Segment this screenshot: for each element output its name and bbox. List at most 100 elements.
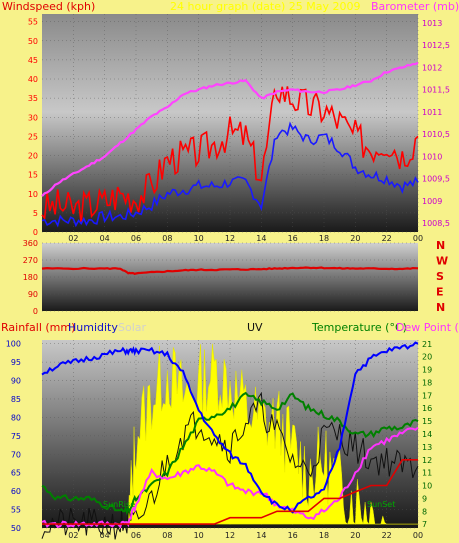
humidity-tick-label: 50 (11, 524, 21, 533)
baro-tick-label: 1013 (422, 19, 442, 28)
x-tick-label-p3: 14 (256, 531, 266, 540)
temp-tick-label: 7 (422, 520, 427, 529)
humidity-series (41, 341, 419, 514)
humidity-tick-label: 60 (11, 487, 21, 496)
temp-tick-label: 21 (422, 340, 432, 349)
rainfall-label: Rainfall (mm) (1, 321, 75, 334)
x-tick-label-p1: 04 (100, 234, 110, 243)
x-tick-label-p3: 02 (68, 531, 78, 540)
chart-subtitle: 24 hour graph (date) 25 May 2009 (170, 0, 361, 13)
baro-tick-label: 1012,5 (422, 41, 450, 50)
temp-tick-label: 17 (422, 391, 432, 400)
baro-tick-label: 1011 (422, 108, 442, 117)
wind-tick-label: 25 (28, 132, 38, 141)
dir-tick-label: 90 (28, 290, 38, 299)
x-tick-label-p3: 06 (131, 531, 141, 540)
x-tick-label-p1: 12 (225, 234, 235, 243)
x-tick-label-p1: 02 (68, 234, 78, 243)
compass-label: N (436, 301, 445, 314)
humidity-tick-label: 100 (6, 340, 21, 349)
wind-tick-label: 35 (28, 94, 38, 103)
humidity-tick-label: 55 (11, 506, 21, 515)
x-tick-label-p3: 20 (350, 531, 360, 540)
baro-tick-label: 1012 (422, 63, 442, 72)
dir-tick-label: 360 (23, 239, 38, 248)
wind-direction-series (41, 266, 419, 276)
temp-tick-label: 13 (422, 443, 432, 452)
baro-tick-label: 1009,5 (422, 175, 450, 184)
x-tick-label-p1: 00 (413, 234, 423, 243)
wind-tick-label: 15 (28, 171, 38, 180)
rainfall-series (42, 459, 418, 525)
temp-tick-label: 18 (422, 378, 432, 387)
baro-tick-label: 1010 (422, 152, 442, 161)
temp-tick-label: 11 (422, 469, 432, 478)
compass-label: S (436, 270, 444, 283)
humidity-tick-label: 95 (11, 358, 21, 367)
x-tick-label-p1: 06 (131, 234, 141, 243)
sunset-label: SunSet (367, 500, 395, 509)
dew-point-label: Dew Point (°C) (396, 321, 459, 334)
temp-tick-label: 19 (422, 366, 432, 375)
dir-tick-label: 270 (23, 256, 38, 265)
wind-tick-label: 40 (28, 75, 38, 84)
temp-tick-label: 15 (422, 417, 432, 426)
wind-tick-label: 5 (33, 209, 38, 218)
humidity-label: Humidity (68, 321, 118, 334)
x-tick-label-p1: 08 (162, 234, 172, 243)
x-tick-label-p3: 00 (413, 531, 423, 540)
wind-tick-label: 10 (28, 190, 38, 199)
temp-tick-label: 12 (422, 456, 432, 465)
baro-tick-label: 1008,5 (422, 219, 450, 228)
barometer-axis-label: Barometer (mb) (371, 0, 459, 13)
wind-tick-label: 50 (28, 37, 38, 46)
solar-label: Solar (118, 321, 147, 334)
compass-label: W (436, 255, 448, 268)
x-tick-label-p3: 16 (288, 531, 298, 540)
dir-tick-label: 180 (23, 273, 38, 282)
dew-point-series (41, 426, 419, 529)
compass-label: N (436, 239, 445, 252)
uv-label: UV (247, 321, 263, 334)
x-tick-label-p3: 04 (100, 531, 110, 540)
x-tick-label-p1: 22 (382, 234, 392, 243)
temp-tick-label: 14 (422, 430, 432, 439)
temperature-label: Temperature (°C) (311, 321, 407, 334)
humidity-tick-label: 85 (11, 395, 21, 404)
compass-label: E (436, 286, 444, 299)
x-tick-label-p3: 22 (382, 531, 392, 540)
x-tick-label-p1: 10 (194, 234, 204, 243)
windspeed-series (41, 86, 419, 224)
wind-tick-label: 55 (28, 18, 38, 27)
x-tick-label-p1: 18 (319, 234, 329, 243)
windspeed-axis-label: Windspeed (kph) (2, 0, 95, 13)
temperature-series (41, 391, 419, 516)
baro-tick-label: 1011,5 (422, 86, 450, 95)
wind-tick-label: 45 (28, 56, 38, 65)
uv-series (41, 391, 419, 540)
humidity-tick-label: 65 (11, 469, 21, 478)
baro-tick-label: 1009 (422, 197, 442, 206)
wind-average-series (41, 121, 419, 228)
x-tick-label-p3: 10 (194, 531, 204, 540)
temp-tick-label: 10 (422, 482, 432, 491)
x-tick-label-p1: 20 (350, 234, 360, 243)
temp-tick-label: 20 (422, 353, 432, 362)
wind-tick-label: 0 (33, 228, 38, 237)
baro-tick-label: 1010,5 (422, 130, 450, 139)
temp-tick-label: 8 (422, 507, 427, 516)
humidity-tick-label: 90 (11, 377, 21, 386)
humidity-tick-label: 70 (11, 450, 21, 459)
dir-tick-label: 0 (33, 307, 38, 316)
x-tick-label-p1: 14 (256, 234, 266, 243)
temp-tick-label: 9 (422, 494, 427, 503)
temp-tick-label: 16 (422, 404, 432, 413)
humidity-tick-label: 80 (11, 413, 21, 422)
x-tick-label-p1: 16 (288, 234, 298, 243)
x-tick-label-p3: 12 (225, 531, 235, 540)
wind-tick-label: 30 (28, 113, 38, 122)
wind-tick-label: 20 (28, 152, 38, 161)
sunrise-label: SunRise (103, 500, 135, 509)
